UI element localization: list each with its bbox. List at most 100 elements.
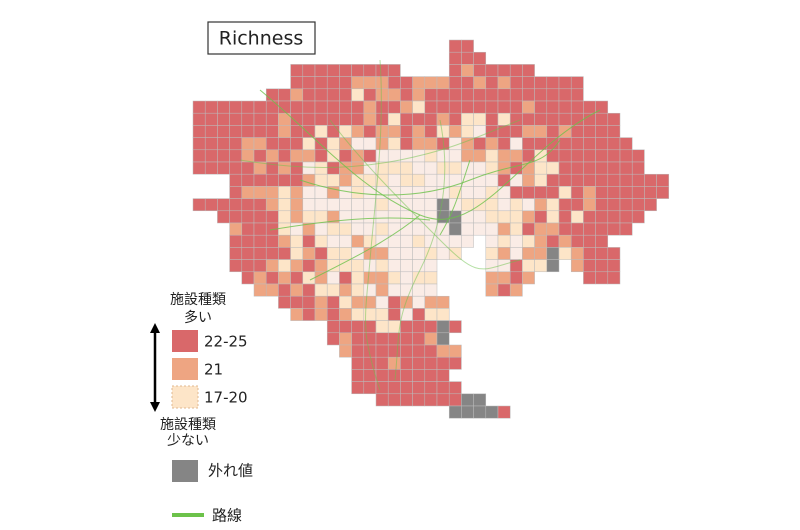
grid-cell [424,173,438,187]
grid-cell [326,198,340,212]
grid-cell [302,283,316,297]
grid-cell [448,149,462,163]
grid-cell [339,222,352,236]
grid-cell [387,137,401,151]
grid-cell [375,76,389,90]
grid-cell [387,271,401,285]
grid-cell [595,247,609,260]
grid-cell [387,76,401,90]
grid-cell [253,283,267,297]
grid-cell [351,283,365,297]
grid-cell [546,198,560,212]
grid-cell [253,198,267,212]
grid-cell [302,161,316,175]
grid-cell [375,308,389,321]
grid-cell [546,100,560,114]
grid-cell [412,247,426,260]
route-line [439,159,471,236]
grid-cell [241,112,255,126]
grid-cell [241,247,255,260]
grid-cell [570,161,584,175]
grid-cell [351,100,365,114]
grid-cell [241,210,255,224]
grid-cell [412,222,426,236]
grid-cell [400,295,413,309]
grid-cell [387,283,401,297]
grid-cell [400,271,413,285]
grid-cell [241,198,255,212]
grid-cell [546,234,560,248]
grid-cell [607,161,621,175]
grid-cell [631,149,645,163]
grid-cell [400,137,413,151]
grid-cell [436,344,450,358]
routes [239,59,601,391]
grid-cell [265,88,279,102]
grid-cell [375,344,389,358]
grid-cell [192,125,206,138]
grid-cell [558,198,572,212]
grid-cell [278,149,291,163]
grid-cell [424,295,438,309]
grid-cell [485,112,499,126]
grid-cell [412,161,426,175]
grid-cell [583,161,596,175]
grid-cell [448,64,462,77]
grid-cell [278,271,291,285]
grid-cell [656,186,670,199]
grid-cell [302,234,316,248]
grid-cell [412,308,426,321]
grid-cell [412,88,426,102]
grid-cell [436,308,450,321]
grid-cell [290,295,304,309]
grid-cell [265,112,279,126]
grid-cell [339,344,352,358]
grid-cell [351,356,365,370]
grid-cell [448,173,462,187]
grid-cell [497,405,511,419]
grid-cell [473,51,487,65]
grid-cell [339,247,352,260]
grid-cell [363,186,377,199]
grid-cell [412,344,426,358]
grid-cell [522,173,535,187]
grid-cell [485,405,499,419]
grid-cell [351,259,365,273]
grid-cell [229,137,243,151]
grid-cell [363,149,377,163]
grid-cell [339,308,352,321]
grid-cell [387,320,401,334]
grid-cell [278,259,291,273]
grid-cell [631,173,645,187]
grid-cell [375,125,389,138]
grid-cell [351,198,365,212]
route-line [365,59,382,391]
grid-cell [412,112,426,126]
grid-cell [339,149,352,163]
grid-cell [509,100,523,114]
grid-cell [314,247,328,260]
grid-cell [278,234,291,248]
grid-cell [192,198,206,212]
grid-cell [253,149,267,163]
grid-cell [473,405,487,419]
route-line [259,89,601,220]
grid-cell [314,125,328,138]
grid-cell [387,308,401,321]
grid-cell [546,259,560,273]
grid-cell [265,125,279,138]
grid-cell [558,137,572,151]
grid-cell [265,149,279,163]
grid-cell [595,198,609,212]
grid-cell [302,295,316,309]
grid-cell [217,112,230,126]
grid-cell [461,222,474,236]
grid-cell [436,295,450,309]
grid-cell [497,76,511,90]
grid-cell [400,173,413,187]
grid-cell [558,210,572,224]
grid-cell [290,308,304,321]
route-line [299,139,561,196]
grid-cell [375,247,389,260]
grid-cell [619,137,633,151]
